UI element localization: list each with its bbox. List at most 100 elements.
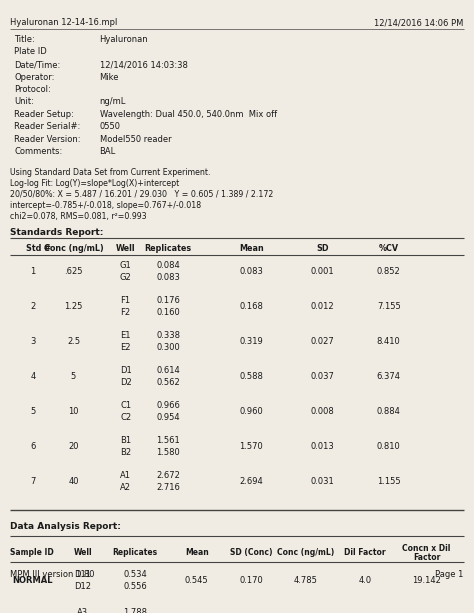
Text: Date/Time:: Date/Time: <box>14 60 61 69</box>
Text: A1: A1 <box>120 471 131 480</box>
Text: E2: E2 <box>120 343 131 352</box>
Text: 0550: 0550 <box>100 123 120 132</box>
Text: Well: Well <box>116 244 136 253</box>
Text: Conc (ng/mL): Conc (ng/mL) <box>277 548 334 557</box>
Text: 10: 10 <box>68 407 79 416</box>
Text: 0.562: 0.562 <box>156 378 180 387</box>
Text: Protocol:: Protocol: <box>14 85 51 94</box>
Text: E1: E1 <box>120 331 131 340</box>
Text: intercept=-0.785+/-0.018, slope=0.767+/-0.018: intercept=-0.785+/-0.018, slope=0.767+/-… <box>10 201 201 210</box>
Text: 1.25: 1.25 <box>64 302 82 311</box>
Text: 0.083: 0.083 <box>239 267 263 276</box>
Text: Mean: Mean <box>185 548 209 557</box>
Text: 4.785: 4.785 <box>294 576 318 585</box>
Text: 5: 5 <box>71 372 76 381</box>
Text: 20/50/80%: X = 5.487 / 16.201 / 29.030   Y = 0.605 / 1.389 / 2.172: 20/50/80%: X = 5.487 / 16.201 / 29.030 Y… <box>10 190 274 199</box>
Text: C1: C1 <box>120 401 131 410</box>
Text: 1.155: 1.155 <box>377 477 401 486</box>
Text: Mean: Mean <box>239 244 264 253</box>
Text: 0.588: 0.588 <box>239 372 263 381</box>
Text: D12: D12 <box>74 582 91 591</box>
Text: 6.374: 6.374 <box>377 372 401 381</box>
Text: Title:: Title: <box>14 35 35 44</box>
Text: Operator:: Operator: <box>14 72 55 82</box>
Text: 0.614: 0.614 <box>156 366 180 375</box>
Text: Hyaluronan: Hyaluronan <box>100 35 148 44</box>
Text: 0.534: 0.534 <box>123 570 147 579</box>
Text: Conc (ng/mL): Conc (ng/mL) <box>44 244 103 253</box>
Text: 0.810: 0.810 <box>377 442 401 451</box>
Text: 1.580: 1.580 <box>156 448 180 457</box>
Text: 40: 40 <box>68 477 79 486</box>
Text: 3: 3 <box>30 337 36 346</box>
Text: F1: F1 <box>120 296 131 305</box>
Text: 0.012: 0.012 <box>310 302 334 311</box>
Text: G2: G2 <box>120 273 131 282</box>
Text: Wavelength: Dual 450.0, 540.0nm  Mix off: Wavelength: Dual 450.0, 540.0nm Mix off <box>100 110 277 119</box>
Text: 0.954: 0.954 <box>156 413 180 422</box>
Text: MPM III version 1.80: MPM III version 1.80 <box>10 570 95 579</box>
Text: .625: .625 <box>64 267 83 276</box>
Text: 0.852: 0.852 <box>377 267 401 276</box>
Text: 0.319: 0.319 <box>239 337 263 346</box>
Text: Mike: Mike <box>100 72 119 82</box>
Text: %CV: %CV <box>379 244 399 253</box>
Text: 0.556: 0.556 <box>123 582 147 591</box>
Text: G1: G1 <box>120 261 131 270</box>
Text: 0.545: 0.545 <box>185 576 209 585</box>
Text: 0.338: 0.338 <box>156 331 180 340</box>
Text: Sample ID: Sample ID <box>10 548 54 557</box>
Text: 2.694: 2.694 <box>239 477 263 486</box>
Text: Hyaluronan 12-14-16.mpl: Hyaluronan 12-14-16.mpl <box>10 18 118 27</box>
Text: 0.170: 0.170 <box>239 576 263 585</box>
Text: Unit:: Unit: <box>14 97 34 107</box>
Text: B1: B1 <box>120 436 131 445</box>
Text: 2: 2 <box>30 302 36 311</box>
Text: A3: A3 <box>77 608 89 613</box>
Text: 1: 1 <box>30 267 36 276</box>
Text: SD (Conc): SD (Conc) <box>230 548 273 557</box>
Text: NORMAL: NORMAL <box>12 576 53 585</box>
Text: 1.570: 1.570 <box>239 442 263 451</box>
Text: C2: C2 <box>120 413 131 422</box>
Text: 1.561: 1.561 <box>156 436 180 445</box>
Text: F2: F2 <box>120 308 131 317</box>
Text: 19.142: 19.142 <box>412 576 441 585</box>
Text: Reader Serial#:: Reader Serial#: <box>14 123 81 132</box>
Text: Replicates: Replicates <box>145 244 192 253</box>
Text: 4: 4 <box>30 372 36 381</box>
Text: Comments:: Comments: <box>14 148 63 156</box>
Text: A2: A2 <box>120 483 131 492</box>
Text: 0.168: 0.168 <box>239 302 263 311</box>
Text: 0.884: 0.884 <box>377 407 401 416</box>
Text: BAL: BAL <box>100 148 116 156</box>
Text: 0.001: 0.001 <box>310 267 334 276</box>
Text: 0.084: 0.084 <box>156 261 180 270</box>
Text: D11: D11 <box>74 570 91 579</box>
Text: 20: 20 <box>68 442 79 451</box>
Text: Reader Version:: Reader Version: <box>14 135 81 144</box>
Text: 2.672: 2.672 <box>156 471 180 480</box>
Text: 4.0: 4.0 <box>358 576 372 585</box>
Text: 0.037: 0.037 <box>310 372 334 381</box>
Text: 5: 5 <box>30 407 36 416</box>
Text: 0.083: 0.083 <box>156 273 180 282</box>
Text: chi2=0.078, RMS=0.081, r²=0.993: chi2=0.078, RMS=0.081, r²=0.993 <box>10 212 147 221</box>
Text: ng/mL: ng/mL <box>100 97 126 107</box>
Text: Model550 reader: Model550 reader <box>100 135 171 144</box>
Text: Replicates: Replicates <box>112 548 158 557</box>
Text: Dil Factor: Dil Factor <box>344 548 386 557</box>
Text: 1.788: 1.788 <box>123 608 147 613</box>
Text: Std #: Std # <box>26 244 51 253</box>
Text: Concn x Dil: Concn x Dil <box>402 544 451 553</box>
Text: D2: D2 <box>120 378 131 387</box>
Text: 0.176: 0.176 <box>156 296 180 305</box>
Text: 6: 6 <box>30 442 36 451</box>
Text: Standards Report:: Standards Report: <box>10 228 104 237</box>
Text: 0.008: 0.008 <box>310 407 334 416</box>
Text: SD: SD <box>316 244 328 253</box>
Text: 0.960: 0.960 <box>239 407 263 416</box>
Text: Data Analysis Report:: Data Analysis Report: <box>10 522 121 531</box>
Text: 0.027: 0.027 <box>310 337 334 346</box>
Text: 0.966: 0.966 <box>156 401 180 410</box>
